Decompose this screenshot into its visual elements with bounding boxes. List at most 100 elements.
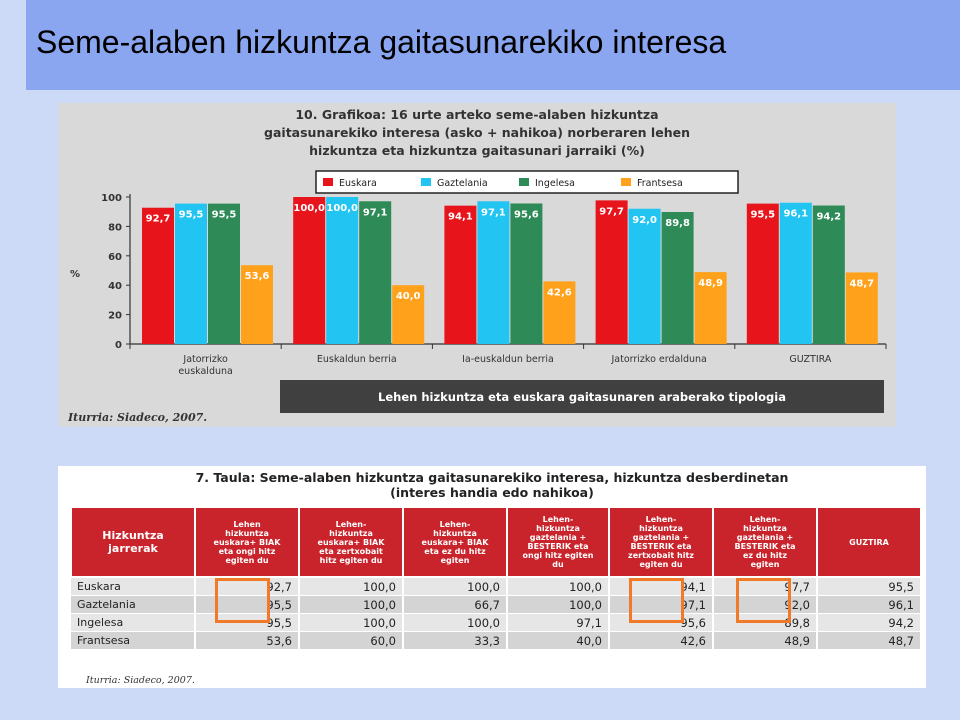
table-panel: 7. Taula: Seme-alaben hizkuntza gaitasun… — [58, 466, 926, 688]
data-label: 94,1 — [448, 212, 473, 223]
legend-swatch — [519, 178, 529, 186]
bar — [845, 272, 878, 344]
row-label: Euskara — [71, 577, 196, 596]
table-header-cell: Lehen hizkuntza euskara+ BIAK eta ongi hitz… — [194, 506, 300, 578]
x-category-label: GUZTIRA — [789, 354, 831, 365]
table-cell: 94,2 — [817, 613, 922, 632]
highlight-box-col6 — [736, 578, 791, 623]
data-label: 100,0 — [293, 203, 325, 214]
table-cell: 100,0 — [403, 577, 508, 596]
data-label: 92,0 — [632, 215, 657, 226]
data-label: 89,8 — [665, 218, 690, 229]
data-label: 96,1 — [783, 209, 808, 220]
table-header-cell: GUZTIRA — [816, 506, 922, 578]
bar — [543, 281, 576, 344]
table-cell: 100,0 — [299, 613, 404, 632]
data-label: 42,6 — [547, 287, 572, 298]
bar — [595, 200, 628, 344]
highlight-box-col1 — [215, 578, 270, 623]
bar — [392, 285, 425, 344]
table-source: Iturria: Siadeco, 2007. — [86, 675, 195, 686]
legend-swatch — [421, 178, 431, 186]
table-header-cell: Hizkuntza jarrerak — [70, 506, 196, 578]
table-header-cell: Lehen-hizkuntza gaztelania + BESTERIK eta z… — [608, 506, 714, 578]
table-cell: 40,0 — [507, 631, 610, 650]
bar — [510, 203, 543, 344]
table-cell: 48,9 — [713, 631, 818, 650]
table-cell: 97,1 — [609, 595, 714, 614]
y-tick-label: 60 — [108, 252, 122, 263]
table-cell: 97,7 — [713, 577, 818, 596]
bar — [326, 197, 359, 344]
table-cell: 100,0 — [299, 595, 404, 614]
data-label: 94,2 — [816, 212, 841, 223]
table-title-line: 7. Taula: Seme-alaben hizkuntza gaitasun… — [195, 470, 789, 485]
chart-source: Iturria: Siadeco, 2007. — [67, 411, 207, 424]
table-header-cell: Lehen-hizkuntza euskara+ BIAK eta ez du hi… — [402, 506, 508, 578]
x-axis-title-bar — [280, 380, 884, 413]
data-label: 100,0 — [326, 203, 358, 214]
bar — [142, 207, 174, 344]
table-row: Ingelesa 95,5 100,0 100,0 97,1 95,6 89,8 94,2 — [71, 613, 922, 632]
bar — [208, 203, 240, 344]
chart-title-line: 10. Grafikoa: 16 urte arteko seme-alaben… — [295, 107, 658, 122]
table-cell: 100,0 — [299, 577, 404, 596]
data-label: 92,7 — [146, 214, 171, 225]
table-cell: 100,0 — [507, 595, 610, 614]
bar — [746, 203, 779, 344]
table-title-line: (interes handia edo nahikoa) — [390, 485, 594, 500]
bar — [359, 201, 392, 344]
highlight-box-col5 — [629, 578, 684, 623]
bar — [293, 197, 326, 344]
table-cell: 42,6 — [609, 631, 714, 650]
data-label: 97,1 — [363, 207, 388, 218]
y-tick-label: 0 — [115, 340, 122, 351]
legend-label: Ingelesa — [535, 178, 575, 189]
legend-label: Euskara — [339, 178, 377, 189]
data-label: 95,5 — [212, 210, 237, 221]
x-category-label: Euskaldun berria — [317, 354, 397, 365]
legend-label: Frantsesa — [637, 178, 683, 189]
table-row: Gaztelania 95,5 100,0 66,7 100,0 97,1 92,0 96,1 — [71, 595, 922, 614]
table-header-cell: Lehen-hizkuntza gaztelania + BESTERIK eta o… — [506, 506, 610, 578]
data-label: 40,0 — [396, 291, 421, 302]
table-cell: 100,0 — [507, 577, 610, 596]
x-axis-title: Lehen hizkuntza eta euskara gaitasunaren… — [378, 390, 786, 404]
bar — [694, 272, 727, 344]
table-cell: 48,7 — [817, 631, 922, 650]
bar — [241, 265, 273, 344]
table-cell: 92,7 — [195, 577, 300, 596]
data-table: Hizkuntza jarrerak Lehen hizkuntza euskara+ … — [70, 506, 922, 650]
data-label: 95,5 — [179, 210, 204, 221]
table-header-cell: Lehen-hizkuntza gaztelania + BESTERIK eta e… — [712, 506, 818, 578]
bar — [477, 201, 510, 344]
y-tick-label: 100 — [101, 193, 122, 204]
bar — [628, 208, 661, 344]
row-label: Gaztelania — [71, 595, 196, 614]
data-label: 97,7 — [599, 206, 624, 217]
bar-chart: 10. Grafikoa: 16 urte arteko seme-alaben… — [67, 107, 887, 424]
table-cell: 53,6 — [195, 631, 300, 650]
bar — [812, 205, 845, 344]
table-cell: 96,1 — [817, 595, 922, 614]
data-label: 95,6 — [514, 209, 539, 220]
row-label: Frantsesa — [71, 631, 196, 650]
table-cell: 33,3 — [403, 631, 508, 650]
chart-title-line: hizkuntza eta hizkuntza gaitasunari jarr… — [309, 143, 645, 158]
data-label: 95,5 — [750, 210, 775, 221]
table-header-row: Hizkuntza jarrerak Lehen hizkuntza euskara+ … — [70, 506, 922, 578]
table-row: Frantsesa 53,6 60,0 33,3 40,0 42,6 48,9 48,7 — [71, 631, 922, 650]
data-label: 97,1 — [481, 207, 506, 218]
table-header-cell: Lehen-hizkuntza euskara+ BIAK eta zertxoba… — [298, 506, 404, 578]
table-cell: 95,5 — [195, 595, 300, 614]
bar — [444, 205, 477, 344]
table-cell: 100,0 — [403, 613, 508, 632]
y-tick-label: 40 — [108, 281, 122, 292]
chart-title-line: gaitasunarekiko interesa (asko + nahikoa… — [264, 125, 690, 140]
x-category-label: euskalduna — [178, 366, 233, 377]
legend-swatch — [323, 178, 333, 186]
table-cell: 95,5 — [817, 577, 922, 596]
chart-panel: 10. Grafikoa: 16 urte arteko seme-alaben… — [58, 103, 896, 427]
x-category-label: Ia-euskaldun berria — [462, 354, 554, 365]
x-category-label: Jatorrizko erdalduna — [610, 354, 706, 365]
